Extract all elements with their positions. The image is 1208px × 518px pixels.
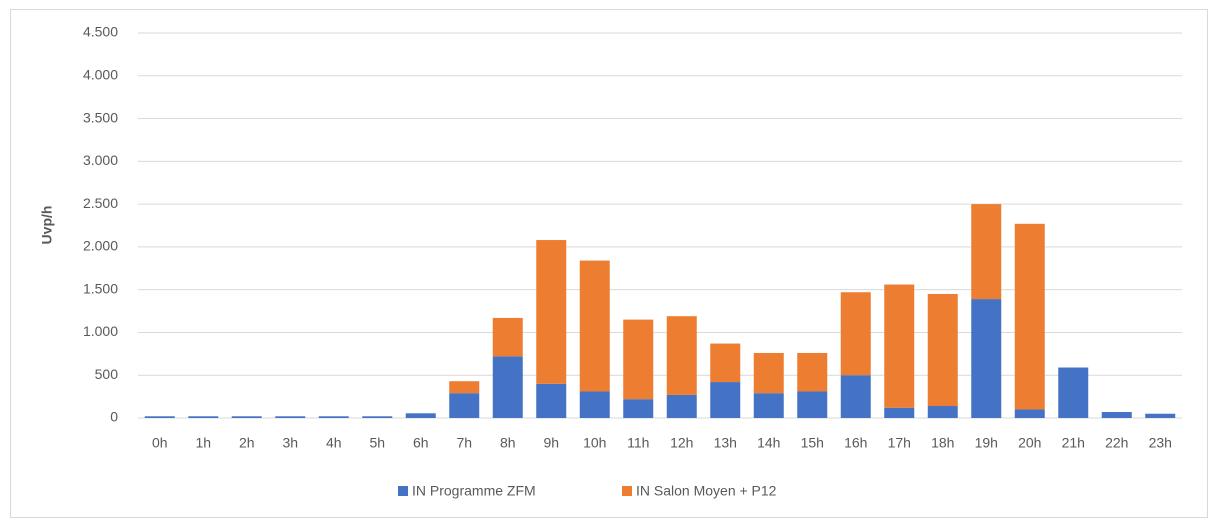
bar-segment (927, 293, 958, 407)
bar-segment (1058, 367, 1089, 418)
x-tick-label: 1h (195, 435, 211, 451)
x-tick-label: 22h (1105, 435, 1128, 451)
y-tick-label: 3.000 (83, 152, 118, 168)
legend-label: IN Programme ZFM (412, 483, 536, 499)
bar-segment (797, 391, 828, 418)
bar-segment (797, 352, 828, 392)
legend-label: IN Salon Moyen + P12 (636, 483, 777, 499)
y-tick-label: 2.500 (83, 195, 118, 211)
bar-segment (536, 240, 567, 384)
x-tick-label: 8h (500, 435, 516, 451)
x-tick-label: 13h (714, 435, 737, 451)
bar-segment (362, 416, 393, 418)
bar-segment (971, 299, 1002, 418)
bar-segment (536, 383, 567, 418)
bar-segment (666, 394, 697, 418)
bar-segment (449, 381, 480, 394)
bar-segment (1014, 409, 1045, 418)
x-tick-label: 23h (1149, 435, 1172, 451)
x-tick-label: 10h (583, 435, 606, 451)
x-tick-label: 12h (670, 435, 693, 451)
bar-segment (231, 416, 262, 418)
x-tick-label: 0h (152, 435, 168, 451)
y-tick-label: 1.500 (83, 280, 118, 296)
bar-segment (492, 356, 523, 418)
bar-segment (884, 407, 915, 418)
bar-segment (144, 416, 175, 418)
bar-segment (1101, 412, 1132, 418)
bar-segment (623, 319, 654, 400)
bar-segment (884, 284, 915, 408)
bar-segment (666, 316, 697, 395)
x-tick-label: 5h (369, 435, 385, 451)
y-tick-label: 4.000 (83, 66, 118, 82)
y-tick-label: 2.000 (83, 238, 118, 254)
bar-segment (449, 393, 480, 418)
y-tick-label: 500 (95, 366, 119, 382)
bar-segment (492, 317, 523, 357)
bar-segment (971, 204, 1002, 300)
x-tick-label: 17h (888, 435, 911, 451)
x-tick-label: 2h (239, 435, 255, 451)
bar-segment (579, 260, 610, 392)
y-tick-label: 1.000 (83, 323, 118, 339)
x-tick-label: 20h (1018, 435, 1041, 451)
bar-segment (710, 382, 741, 418)
bar-segment (753, 393, 784, 418)
legend-swatch (398, 486, 408, 496)
x-tick-label: 7h (456, 435, 472, 451)
x-tick-label: 3h (282, 435, 298, 451)
y-tick-label: 4.500 (83, 24, 118, 40)
bar-segment (275, 416, 306, 418)
bar-segment (318, 416, 349, 418)
x-tick-label: 11h (627, 435, 649, 451)
x-tick-label: 4h (326, 435, 342, 451)
x-tick-label: 9h (543, 435, 559, 451)
y-tick-label: 0 (110, 409, 118, 425)
bar-segment (405, 413, 436, 418)
x-tick-label: 16h (844, 435, 867, 451)
y-tick-label: 3.500 (83, 109, 118, 125)
bar-segment (840, 292, 871, 376)
x-tick-label: 6h (413, 435, 429, 451)
bar-segment (1145, 413, 1176, 418)
legend-swatch (622, 486, 632, 496)
bar-segment (710, 343, 741, 383)
bar-segment (1014, 223, 1045, 410)
x-tick-label: 18h (931, 435, 954, 451)
x-tick-label: 14h (757, 435, 780, 451)
x-tick-label: 19h (975, 435, 998, 451)
x-tick-label: 21h (1062, 435, 1085, 451)
bar-segment (840, 375, 871, 418)
x-tick-label: 15h (801, 435, 824, 451)
y-axis-label: Uvp/h (39, 206, 55, 245)
bar-segment (753, 352, 784, 394)
bar-segment (623, 399, 654, 418)
bar-segment (927, 406, 958, 418)
bar-segment (579, 391, 610, 418)
bar-segment (188, 416, 219, 418)
